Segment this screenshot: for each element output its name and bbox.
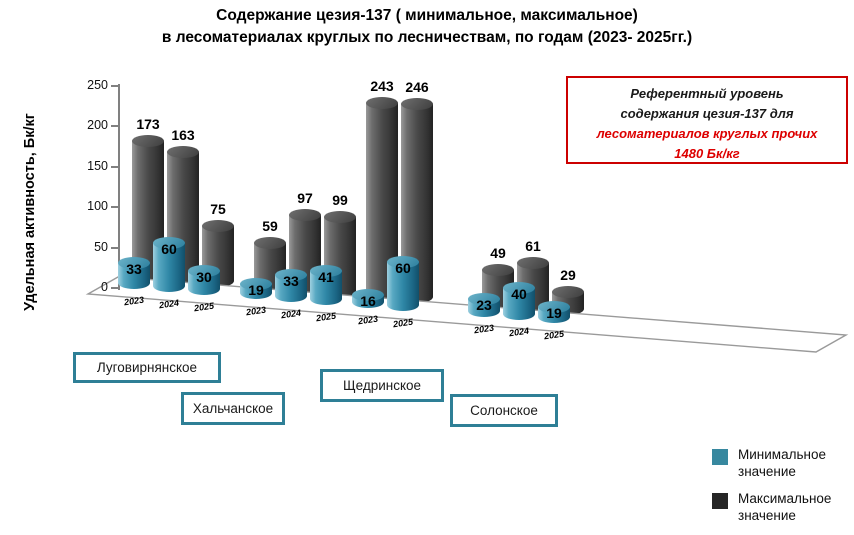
min-value-label: 19 [546,305,562,322]
min-value-label: 33 [126,260,142,277]
y-axis-tick [111,165,118,168]
max-value-label: 75 [210,201,226,218]
min-value-label: 30 [196,268,212,285]
cylinder-top [118,256,150,269]
forestry-label-shchedrinskoe: Щедринское [320,369,444,402]
cylinder-top [153,237,185,250]
legend-item-min: Минимальное значение [712,446,831,480]
y-axis-tick-label: 100 [87,199,108,213]
min-value-label: 16 [360,293,376,310]
reference-line1: Референтный уровень [630,86,784,101]
reference-line3: лесоматериалов круглых прочих [596,126,818,141]
chart-title-line2: в лесоматериалах круглых по лесничествам… [161,29,693,46]
cylinder-top [167,146,199,159]
y-axis-tick-label: 200 [87,118,108,132]
max-value-label: 29 [560,266,576,283]
y-axis-tick [111,125,118,127]
y-axis-tick [111,206,118,208]
y-axis-tick-label: 50 [94,239,108,254]
cylinder-top [289,209,321,222]
max-series-swatch [712,493,728,509]
y-axis-tick [111,246,118,249]
min-value-label: 40 [511,285,527,302]
legend: Минимальное значение Максимальное значен… [712,446,831,534]
forestry-label-lugovirnyanskoe: Луговирнянское [73,352,221,383]
legend-item-max: Максимальное значение [712,490,831,524]
legend-max-line2: значение [738,508,796,523]
min-value-label: 41 [318,269,334,286]
max-value-label: 173 [136,116,160,133]
cylinder-top [254,237,286,250]
max-value-label: 49 [490,244,506,261]
cylinder-top [387,256,419,269]
min-value-label: 60 [161,241,177,258]
y-axis-tick-label: 150 [87,158,108,173]
reference-level-box: Референтный уровень содержания цезия-137… [566,76,848,164]
max-value-label: 163 [171,127,195,144]
legend-min-line1: Минимальное [738,447,826,462]
max-value-label: 59 [262,218,278,235]
cylinder-top [324,210,356,223]
y-axis-tick [111,287,118,289]
cylinder-top [552,285,584,298]
forestry-label-khalchanskoe: Хальчанское [181,392,285,425]
cylinder-top [188,264,220,277]
forestry-label-solonskoe: Солонское [450,394,558,427]
legend-min-label: Минимальное значение [738,446,826,480]
max-value-label: 243 [370,78,394,95]
min-series-swatch [712,449,728,465]
cylinder-top [366,97,398,110]
year-label: 2025 [392,316,414,330]
legend-max-line1: Максимальное [738,491,832,506]
y-axis-tick-label: 0 [101,280,108,294]
max-value-cylinder [366,97,398,301]
year-label: 2025 [193,300,215,314]
y-axis [118,84,120,290]
cylinder-top [310,265,342,278]
year-label: 2025 [543,328,565,342]
max-value-label: 246 [405,78,429,95]
y-axis-tick [111,84,118,87]
cylinder-top [132,135,164,148]
max-value-label: 97 [297,190,313,207]
min-value-label: 60 [395,260,411,277]
year-label: 2025 [315,310,337,323]
max-value-label: 99 [332,191,348,208]
cylinder-top [482,263,514,276]
chart-title-line1: Содержание цезия-137 ( минимальное, макс… [216,7,638,24]
legend-min-line2: значение [738,464,796,479]
reference-line4: 1480 Бк/кг [674,146,740,161]
max-value-label: 61 [525,237,541,254]
chart-title: Содержание цезия-137 ( минимальное, макс… [0,5,854,49]
y-axis-tick-label: 250 [87,77,108,92]
cylinder-top [202,220,234,233]
reference-line2: содержания цезия-137 для [620,106,794,121]
legend-max-label: Максимальное значение [738,490,831,524]
cylinder-top [401,97,433,110]
cylinder-top [517,256,549,269]
